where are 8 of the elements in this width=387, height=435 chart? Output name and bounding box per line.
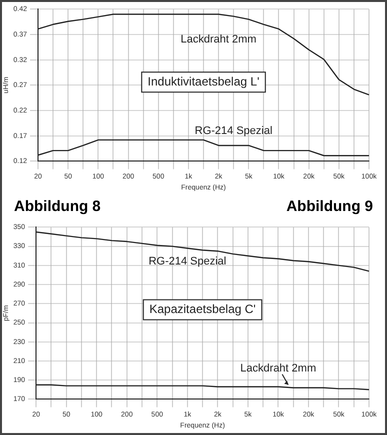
series-label: RG-214 Spezial	[194, 124, 272, 137]
series-label: Lackdraht 2mm	[240, 362, 316, 374]
series-label: RG-214 Spezial	[148, 256, 226, 268]
series-label: Lackdraht 2mm	[180, 34, 256, 46]
text: Induktivitaetsbelag L'	[148, 74, 260, 88]
text: Kapazitaetsbelag C'	[149, 302, 256, 316]
text: Abbildung 8	[14, 198, 101, 214]
text: Abbildung 9	[286, 198, 373, 214]
